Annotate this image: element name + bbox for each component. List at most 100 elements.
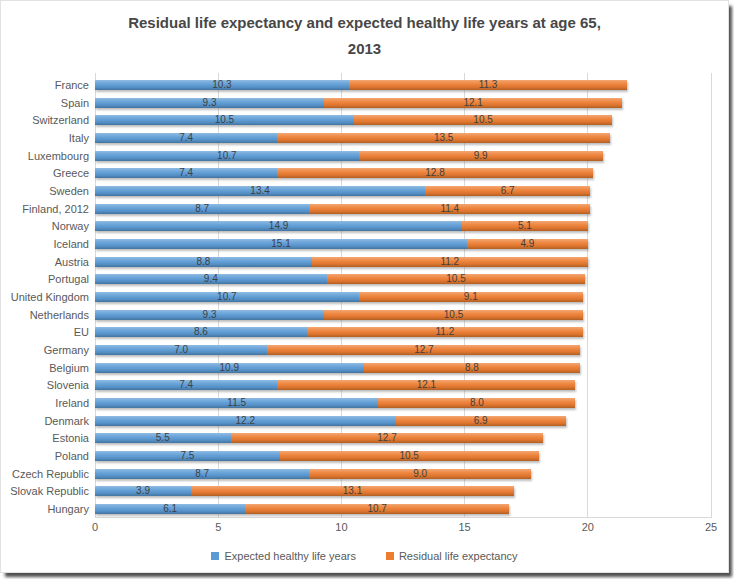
value-label: 9.1: [359, 292, 583, 302]
bar-segment-healthy: 8.7: [95, 469, 309, 479]
chart-row: Ireland11.58.0: [1, 394, 729, 412]
value-label: 6.9: [396, 416, 566, 426]
chart-row: Portugal9.410.5: [1, 270, 729, 288]
value-label: 13.5: [277, 133, 610, 143]
category-label: Greece: [0, 164, 89, 182]
bar-segment-healthy: 8.7: [95, 204, 309, 214]
bar-segment-residual: 8.0: [378, 398, 575, 408]
bar-segment-residual: 9.1: [359, 292, 583, 302]
stacked-bar: 15.14.9: [95, 239, 588, 249]
legend-swatch-icon: [211, 552, 219, 560]
value-label: 11.5: [95, 398, 378, 408]
stacked-bar: 13.46.7: [95, 186, 590, 196]
bar-segment-residual: 12.1: [277, 380, 575, 390]
chart-row: France10.311.3: [1, 76, 729, 94]
stacked-bar: 8.611.2: [95, 327, 583, 337]
stacked-bar: 10.79.1: [95, 292, 583, 302]
category-label: Estonia: [0, 429, 89, 447]
stacked-bar: 14.95.1: [95, 221, 588, 231]
bar-segment-residual: 11.3: [349, 80, 627, 90]
value-label: 11.2: [312, 256, 588, 266]
chart-row: Estonia 5.512.7: [1, 429, 729, 447]
bar-segment-residual: 13.5: [277, 133, 610, 143]
chart-row: Finland, 20128.711.4: [1, 200, 729, 218]
bar-segment-residual: 9.0: [309, 469, 531, 479]
legend-label: Expected healthy life years: [224, 550, 355, 562]
stacked-bar: 10.510.5: [95, 115, 612, 125]
value-label: 10.5: [280, 451, 539, 461]
value-label: 10.5: [327, 274, 586, 284]
bar-segment-residual: 6.9: [396, 416, 566, 426]
bar-segment-healthy: 14.9: [95, 221, 462, 231]
value-label: 7.4: [95, 133, 277, 143]
bar-segment-healthy: 10.7: [95, 151, 359, 161]
value-label: 9.3: [95, 309, 324, 319]
chart-row: Greece 7.412.8: [1, 164, 729, 182]
category-label: Italy: [0, 129, 89, 147]
value-label: 6.1: [95, 504, 245, 514]
value-label: 9.0: [309, 469, 531, 479]
category-label: Norway: [0, 217, 89, 235]
stacked-bar: 10.311.3: [95, 80, 627, 90]
value-label: 13.4: [95, 186, 425, 196]
bar-segment-healthy: 7.0: [95, 345, 267, 355]
chart-row: Poland7.510.5: [1, 447, 729, 465]
value-label: 12.2: [95, 416, 396, 426]
stacked-bar: 12.26.9: [95, 416, 566, 426]
bar-segment-healthy: 10.3: [95, 80, 349, 90]
category-label: Slovak Republic: [0, 482, 89, 500]
bar-segment-healthy: 9.4: [95, 274, 327, 284]
value-label: 10.5: [95, 115, 354, 125]
chart-row: Slovak Republic3.913.1: [1, 482, 729, 500]
stacked-bar: 7.412.1: [95, 380, 575, 390]
chart-row: Belgium10.98.8: [1, 359, 729, 377]
bar-segment-healthy: 5.5: [95, 433, 231, 443]
plot-area: 0510152025France10.311.3Spain9.312.1Swit…: [1, 1, 728, 572]
chart-row: Iceland 15.14.9: [1, 235, 729, 253]
stacked-bar: 5.512.7: [95, 433, 543, 443]
bar-segment-residual: 9.9: [359, 151, 603, 161]
category-label: EU: [0, 323, 89, 341]
chart-row: Germany7.012.7: [1, 341, 729, 359]
stacked-bar: 8.79.0: [95, 469, 531, 479]
x-tick-label-25: 25: [691, 521, 731, 533]
category-label: Iceland: [0, 235, 89, 253]
bar-segment-residual: 10.5: [324, 310, 583, 320]
bar-segment-healthy: 12.2: [95, 416, 396, 426]
bar-segment-residual: 11.2: [307, 327, 583, 337]
stacked-bar: 9.312.1: [95, 98, 622, 108]
bar-segment-healthy: 10.9: [95, 363, 364, 373]
category-label: Hungary: [0, 500, 89, 518]
value-label: 10.5: [354, 115, 613, 125]
value-label: 4.9: [467, 239, 588, 249]
category-label: Netherlands: [0, 306, 89, 324]
chart-row: Slovenia7.412.1: [1, 376, 729, 394]
legend-item-residual: Residual life expectancy: [386, 550, 518, 562]
stacked-bar: 10.79.9: [95, 151, 603, 161]
stacked-bar: 7.412.8: [95, 168, 593, 178]
x-tick-label-15: 15: [445, 521, 485, 533]
bar-segment-residual: 6.7: [425, 186, 590, 196]
chart-row: Austria8.811.2: [1, 253, 729, 271]
stacked-bar: 7.413.5: [95, 133, 610, 143]
stacked-bar: 9.410.5: [95, 274, 585, 284]
value-label: 5.5: [95, 433, 231, 443]
value-label: 12.8: [277, 168, 592, 178]
bar-segment-healthy: 7.4: [95, 380, 277, 390]
value-label: 9.9: [359, 150, 603, 160]
chart-row: Luxembourg10.79.9: [1, 147, 729, 165]
bar-segment-healthy: 8.6: [95, 327, 307, 337]
value-label: 8.8: [95, 256, 312, 266]
chart-row: EU 8.611.2: [1, 323, 729, 341]
chart-row: Switzerland10.510.5: [1, 111, 729, 129]
chart-row: Hungary6.110.7: [1, 500, 729, 518]
chart-row: Denmark12.26.9: [1, 412, 729, 430]
x-tick-label-10: 10: [321, 521, 361, 533]
stacked-bar: 7.510.5: [95, 451, 539, 461]
value-label: 14.9: [95, 221, 462, 231]
value-label: 9.3: [95, 97, 324, 107]
bar-segment-healthy: 8.8: [95, 257, 312, 267]
bar-segment-residual: 12.7: [231, 433, 544, 443]
value-label: 8.6: [95, 327, 307, 337]
value-label: 11.4: [309, 203, 590, 213]
